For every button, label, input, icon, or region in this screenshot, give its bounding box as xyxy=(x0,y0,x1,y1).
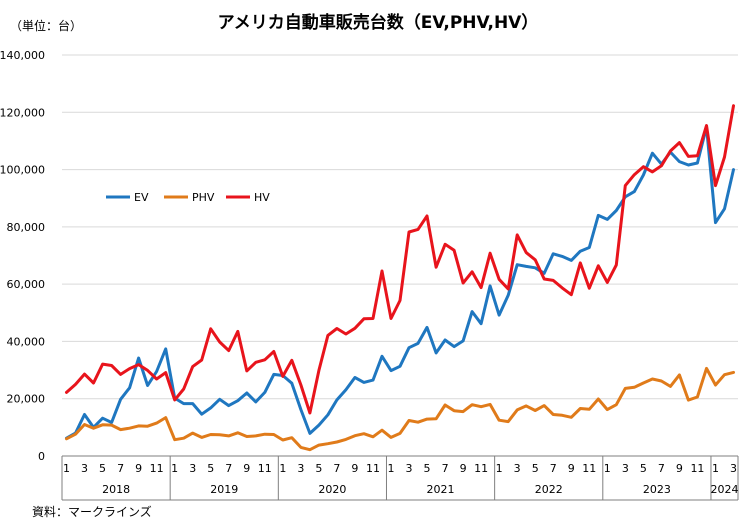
y-tick-label: 140,000 xyxy=(0,49,45,62)
y-tick-label: 60,000 xyxy=(7,278,46,291)
x-tick-label: 1 xyxy=(604,462,611,475)
x-tick-label: 3 xyxy=(406,462,413,475)
x-tick-label: 1 xyxy=(712,462,719,475)
x-tick-label: 7 xyxy=(658,462,665,475)
legend-label-ev: EV xyxy=(134,191,149,204)
x-tick-label: 7 xyxy=(117,462,124,475)
x-tick-label: 3 xyxy=(81,462,88,475)
year-label: 2021 xyxy=(427,483,455,496)
year-label: 2023 xyxy=(643,483,671,496)
chart-title: アメリカ自動車販売台数（EV,PHV,HV） xyxy=(218,12,539,33)
year-label: 2020 xyxy=(318,483,346,496)
x-tick-label: 11 xyxy=(690,462,704,475)
x-tick-label: 1 xyxy=(171,462,178,475)
x-tick-label: 9 xyxy=(460,462,467,475)
y-tick-label: 20,000 xyxy=(7,393,46,406)
x-tick-label: 5 xyxy=(424,462,431,475)
x-tick-label: 3 xyxy=(730,462,737,475)
y-axis: 0 20,000 40,000 60,000 80,000 100,000 120,000 1… xyxy=(0,49,45,463)
x-tick-label: 9 xyxy=(351,462,358,475)
x-tick-label: 1 xyxy=(279,462,286,475)
y-tick-label: 80,000 xyxy=(7,221,46,234)
year-label: 2018 xyxy=(102,483,130,496)
legend-label-phv: PHV xyxy=(192,191,215,204)
legend: EV PHV HV xyxy=(106,191,270,204)
x-tick-label: 7 xyxy=(550,462,557,475)
x-tick-label: 7 xyxy=(442,462,449,475)
unit-label: （単位：台） xyxy=(10,18,82,33)
year-label: 2024 xyxy=(710,483,738,496)
x-tick-label: 7 xyxy=(225,462,232,475)
x-tick-label: 11 xyxy=(582,462,596,475)
x-tick-label: 3 xyxy=(297,462,304,475)
y-tick-label: 0 xyxy=(38,450,45,463)
source-label: 資料：マークラインズ xyxy=(32,504,152,519)
grid xyxy=(62,54,738,457)
series-line-hv xyxy=(65,104,735,415)
x-tick-label: 11 xyxy=(474,462,488,475)
x-tick-label: 9 xyxy=(676,462,683,475)
x-tick-label: 11 xyxy=(258,462,272,475)
y-tick-label: 120,000 xyxy=(0,106,45,119)
x-tick-label: 5 xyxy=(99,462,106,475)
x-tick-label: 1 xyxy=(63,462,70,475)
x-tick-label: 1 xyxy=(496,462,503,475)
x-tick-label: 5 xyxy=(315,462,322,475)
y-tick-label: 100,000 xyxy=(0,164,45,177)
x-tick-label: 5 xyxy=(207,462,214,475)
x-tick-label: 5 xyxy=(640,462,647,475)
x-tick-label: 9 xyxy=(243,462,250,475)
x-tick-label: 9 xyxy=(568,462,575,475)
x-tick-label: 3 xyxy=(189,462,196,475)
y-tick-label: 40,000 xyxy=(7,335,46,348)
x-tick-label: 5 xyxy=(532,462,539,475)
series-line-phv xyxy=(65,366,735,452)
series-lines xyxy=(65,104,735,452)
year-label: 2019 xyxy=(210,483,238,496)
x-tick-label: 3 xyxy=(622,462,629,475)
x-tick-label: 9 xyxy=(135,462,142,475)
x-tick-label: 7 xyxy=(333,462,340,475)
x-tick-label: 1 xyxy=(387,462,394,475)
year-label: 2022 xyxy=(535,483,563,496)
x-tick-label: 11 xyxy=(366,462,380,475)
x-tick-label: 11 xyxy=(150,462,164,475)
x-tick-label: 3 xyxy=(514,462,521,475)
legend-label-hv: HV xyxy=(254,191,270,204)
